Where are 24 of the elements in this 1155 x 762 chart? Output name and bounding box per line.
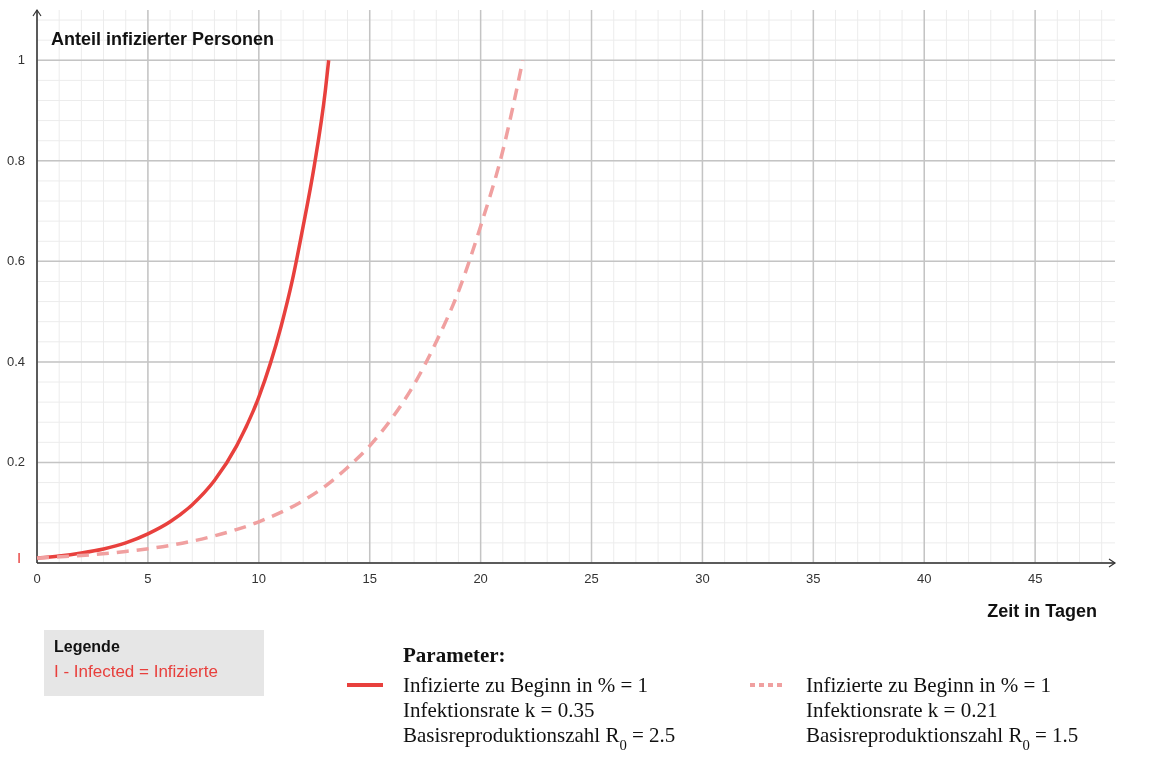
line-series: [35, 58, 525, 560]
legend-label: Infizierte zu Beginn in % = 1 Infektionsrate k = 0.21 Basisreproduktionszahl R$_{0}$ = 1.5: [806, 673, 1079, 753]
legend-label: Infizierte zu Beginn in % = 1 Infektionsrate k = 0.35 Basisreproduktionszahl R$_{0}$ = 2.5: [403, 673, 676, 753]
y-tick-label: 0.6: [6, 253, 25, 269]
y-tick-label: 0.8: [6, 152, 25, 168]
x-tick-label: 25: [584, 571, 599, 586]
legend-title: Parameter:: [403, 643, 506, 667]
x-axis-title: Zeit in Tagen: [987, 601, 1097, 621]
y-tick-label: 1: [17, 52, 25, 68]
text: Legende: [54, 638, 120, 655]
x-tick-label: 45: [1027, 571, 1043, 586]
x-tick-label: 15: [362, 571, 377, 586]
text: I - Infected = Infizierte: [54, 662, 218, 681]
annotation: I: [17, 548, 22, 566]
x-tick-label: 40: [917, 571, 932, 586]
y-axis-title: Anteil infizierter Personen: [51, 29, 275, 49]
x-tick-label: 20: [473, 571, 488, 586]
x-tick-label: 35: [806, 571, 821, 586]
x-tick-label: 5: [144, 571, 152, 586]
y-tick-label: 0.2: [6, 454, 25, 470]
x-tick-label: 0: [33, 571, 41, 586]
x-tick-label: 10: [251, 571, 267, 586]
x-tick-label: 30: [695, 571, 710, 586]
y-tick-label: 0.4: [6, 353, 25, 369]
